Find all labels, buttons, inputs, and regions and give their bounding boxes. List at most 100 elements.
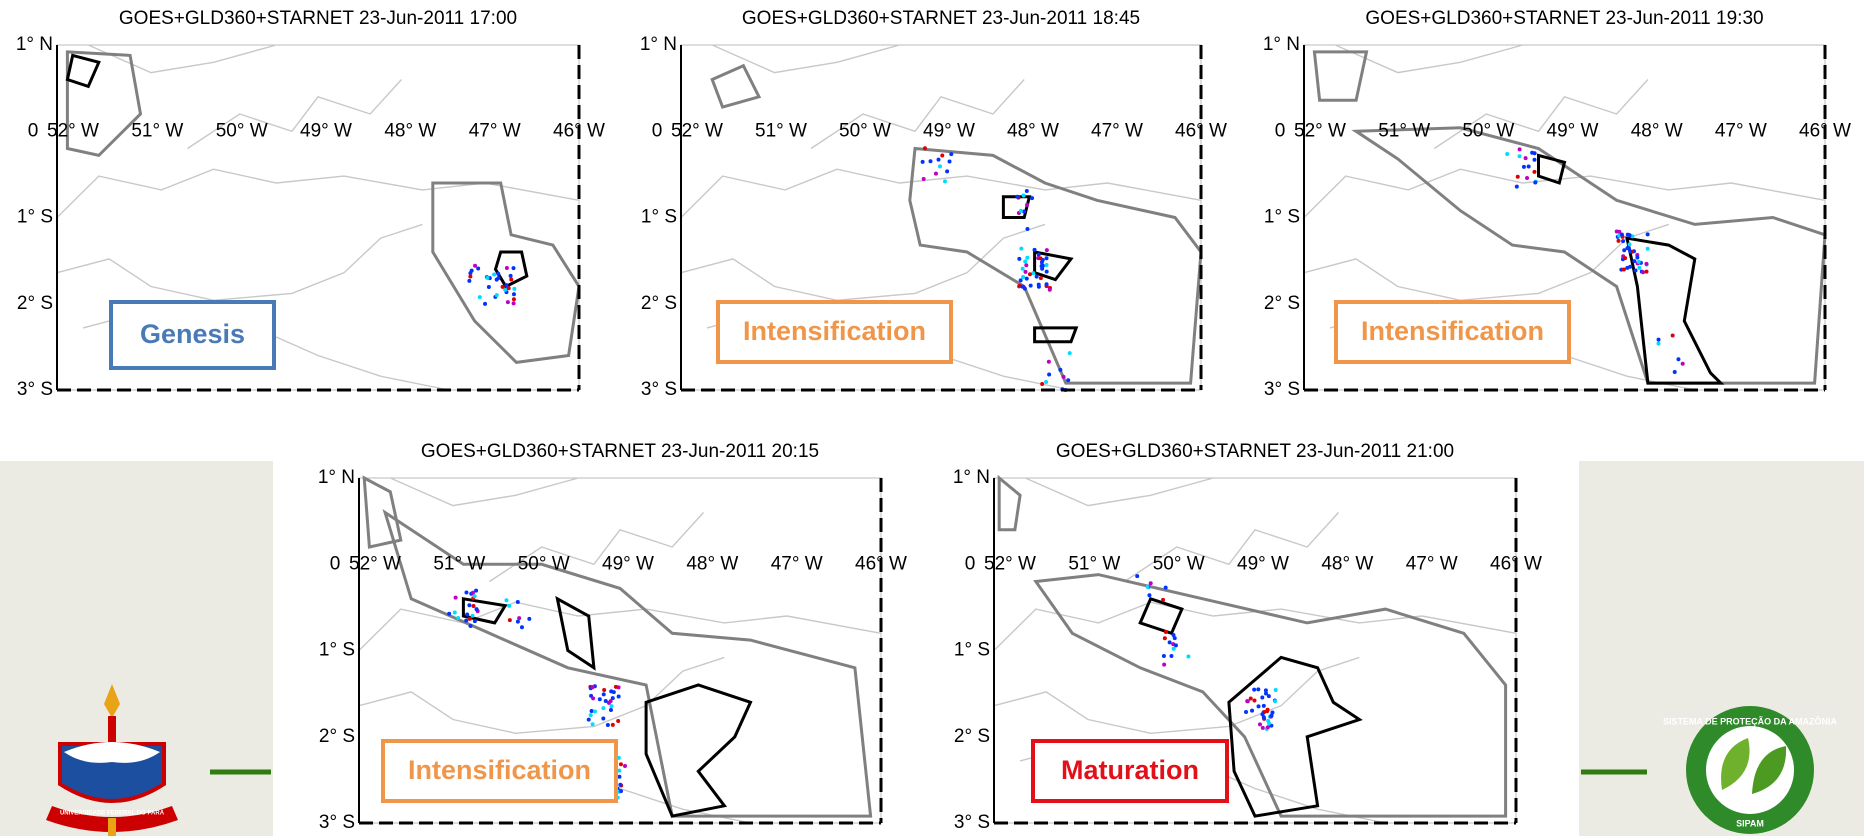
- lightning-dot: [504, 598, 508, 602]
- lon-label: 46° W: [1799, 120, 1851, 141]
- lightning-dot: [1038, 256, 1042, 260]
- lightning-dot: [478, 295, 482, 299]
- panel-title: GOES+GLD360+STARNET 23-Jun-2011 21:00: [1056, 441, 1454, 462]
- lightning-dot: [1174, 643, 1178, 647]
- lightning-dot: [501, 285, 505, 289]
- lightning-dot: [1162, 663, 1166, 667]
- lightning-dot: [1628, 242, 1632, 246]
- lightning-dot: [938, 164, 942, 168]
- lightning-dot: [1532, 170, 1536, 174]
- lat-label: 0: [28, 120, 39, 141]
- lightning-dot: [527, 617, 531, 621]
- lon-label: 50° W: [518, 553, 570, 574]
- lightning-dot: [1040, 382, 1044, 386]
- lightning-dot: [1019, 278, 1023, 282]
- lightning-dot: [1164, 630, 1168, 634]
- lat-label: 0: [330, 553, 341, 574]
- lat-label: 3° S: [1264, 379, 1300, 400]
- lightning-dot: [1518, 154, 1522, 158]
- lightning-dot: [1527, 164, 1531, 168]
- lightning-dot: [517, 616, 521, 620]
- lightning-dot: [473, 594, 477, 598]
- lightning-dot: [940, 153, 944, 157]
- lightning-dot: [1266, 708, 1270, 712]
- lon-label: 49° W: [602, 553, 654, 574]
- lat-label: 2° S: [319, 726, 355, 747]
- lon-label: 50° W: [216, 120, 268, 141]
- stage-label: Intensification: [1361, 316, 1544, 346]
- lightning-dot: [1620, 233, 1624, 237]
- lon-label: 49° W: [1547, 120, 1599, 141]
- map-panel: GOES+GLD360+STARNET 23-Jun-2011 18:45 1° …: [640, 8, 1227, 400]
- lon-label: 51° W: [433, 553, 485, 574]
- lightning-dot: [1149, 581, 1153, 585]
- lightning-dot: [1622, 268, 1626, 272]
- lightning-dot: [504, 283, 508, 287]
- lightning-dot: [447, 612, 451, 616]
- lightning-dot: [1022, 194, 1026, 198]
- lightning-dot: [929, 159, 933, 163]
- lightning-dot: [483, 302, 487, 306]
- lightning-dot: [606, 723, 610, 727]
- lightning-dot: [1626, 233, 1630, 237]
- lightning-dot: [1625, 266, 1629, 270]
- lat-label: 1° N: [953, 467, 990, 488]
- lat-label: 1° S: [319, 640, 355, 661]
- lightning-dot: [1162, 654, 1166, 658]
- lightning-dot: [1146, 585, 1150, 589]
- lightning-dot: [1632, 259, 1636, 263]
- lightning-dot: [1644, 262, 1648, 266]
- lightning-dot: [1673, 370, 1677, 374]
- lat-label: 1° S: [641, 207, 677, 228]
- lightning-dot: [1657, 338, 1661, 342]
- lat-label: 3° S: [641, 379, 677, 400]
- lightning-dot: [464, 591, 468, 595]
- lat-label: 2° S: [641, 293, 677, 314]
- lightning-dot: [1173, 636, 1177, 640]
- lightning-dot: [1025, 256, 1029, 260]
- lon-label: 48° W: [1321, 553, 1373, 574]
- lightning-dot: [619, 789, 623, 793]
- lightning-dot: [1522, 165, 1526, 169]
- lightning-dot: [505, 266, 509, 270]
- panel-title: GOES+GLD360+STARNET 23-Jun-2011 18:45: [742, 8, 1140, 29]
- lightning-dot: [1025, 203, 1029, 207]
- lightning-dot: [1671, 333, 1675, 337]
- lightning-dot: [469, 624, 473, 628]
- logo-text: UNIVERSIDADE FEDERAL DO PARÁ: [60, 810, 165, 817]
- lightning-dot: [1634, 268, 1638, 272]
- lightning-dot: [1641, 270, 1645, 274]
- lightning-dot: [1628, 249, 1632, 253]
- lightning-dot: [934, 172, 938, 176]
- lightning-dot: [1257, 704, 1261, 708]
- lightning-dot: [509, 278, 513, 282]
- lightning-dot: [1045, 270, 1049, 274]
- lon-label: 46° W: [1175, 120, 1227, 141]
- lightning-dot: [476, 267, 480, 271]
- stage-label: Intensification: [408, 755, 591, 785]
- lightning-dot: [496, 272, 500, 276]
- lightning-dot: [1172, 647, 1176, 651]
- lightning-dot: [485, 276, 489, 280]
- lightning-dot: [601, 716, 605, 720]
- lightning-dot: [1045, 248, 1049, 252]
- lat-label: 0: [965, 553, 976, 574]
- lightning-dot: [937, 158, 941, 162]
- lightning-dot: [1033, 248, 1037, 252]
- lightning-dot: [609, 704, 613, 708]
- lightning-dot: [1017, 257, 1021, 261]
- lightning-dot: [1039, 276, 1043, 280]
- lightning-dot: [512, 301, 516, 305]
- lightning-dot: [923, 146, 927, 150]
- panel-title: GOES+GLD360+STARNET 23-Jun-2011 20:15: [421, 441, 819, 462]
- lightning-dot: [1615, 230, 1619, 234]
- panel-title: GOES+GLD360+STARNET 23-Jun-2011 19:30: [1365, 8, 1763, 29]
- lightning-dot: [1516, 175, 1520, 179]
- lightning-dot: [472, 604, 476, 608]
- lightning-dot: [1515, 185, 1519, 189]
- lightning-dot: [1058, 368, 1062, 372]
- lightning-dot: [1037, 283, 1041, 287]
- lat-label: 2° S: [1264, 293, 1300, 314]
- lightning-dot: [516, 600, 520, 604]
- lightning-dot: [1015, 195, 1019, 199]
